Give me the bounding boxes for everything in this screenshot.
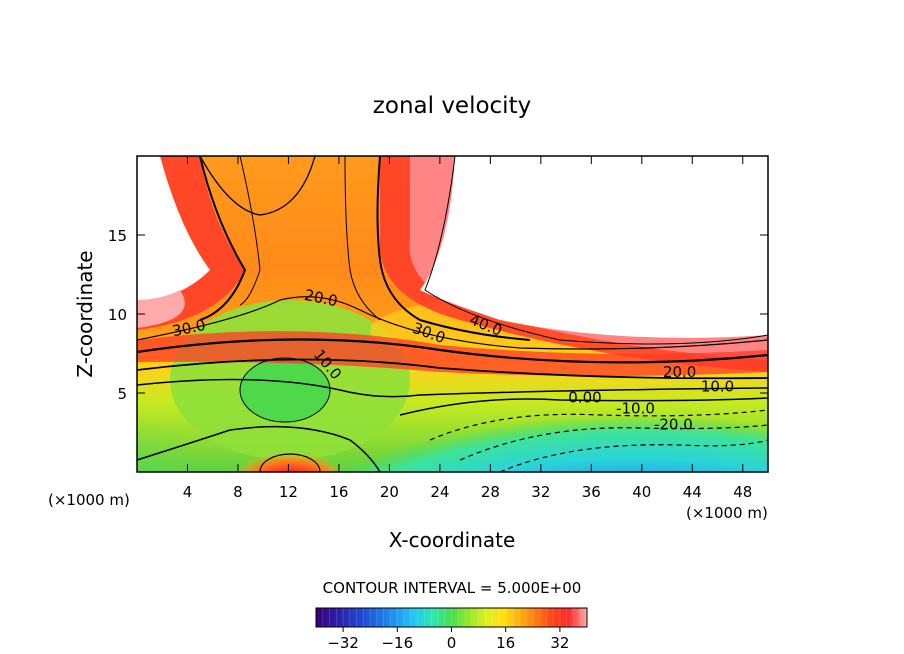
- contour-label: 0.00: [568, 388, 601, 406]
- x-axis: 4 8 12 16 20 24 28 32 36 40 44 48: [183, 156, 752, 501]
- colorbar-stripes: [322, 608, 581, 627]
- x-tick-label: 8: [233, 483, 243, 501]
- contour-label: -10.0: [616, 400, 655, 418]
- x-tick-label: 36: [582, 483, 601, 501]
- x-tick-label: 12: [279, 483, 298, 501]
- contour-lines: [137, 156, 768, 472]
- x-axis-label: X-coordinate: [389, 528, 516, 552]
- x-tick-label: 40: [632, 483, 651, 501]
- colorbar-tick-label: 32: [550, 634, 569, 652]
- y-tick-label: 15: [108, 227, 127, 245]
- x-tick-label: 44: [683, 483, 702, 501]
- y-axis-label: Z-coordinate: [73, 250, 97, 377]
- colorbar-tick-label: 0: [447, 634, 457, 652]
- x-unit-right: (×1000 m): [686, 504, 768, 522]
- x-tick-label: 24: [430, 483, 449, 501]
- contour-label: 20.0: [663, 363, 696, 381]
- x-tick-label: 48: [733, 483, 752, 501]
- colorbar-tick-label: 16: [496, 634, 515, 652]
- x-tick-label: 4: [183, 483, 193, 501]
- colorbar-tick-label: −16: [381, 634, 413, 652]
- x-unit-left: (×1000 m): [48, 491, 130, 509]
- colorbar-tick-label: −32: [327, 634, 359, 652]
- colorbar-ticks: −32 −16 0 16 32: [327, 627, 569, 652]
- colorbar: [316, 608, 587, 627]
- contour-label: 10.0: [701, 377, 734, 395]
- shaded-field: [137, 156, 768, 472]
- contour-interval-text: CONTOUR INTERVAL = 5.000E+00: [323, 579, 582, 597]
- contour-label: -20.0: [654, 415, 693, 433]
- y-tick-label: 10: [108, 306, 127, 324]
- x-tick-label: 20: [380, 483, 399, 501]
- x-tick-label: 16: [329, 483, 348, 501]
- chart-title: zonal velocity: [373, 93, 531, 119]
- x-tick-label: 28: [481, 483, 500, 501]
- x-tick-label: 32: [531, 483, 550, 501]
- y-tick-label: 5: [117, 385, 127, 403]
- y-axis: 5 10 15: [108, 227, 768, 403]
